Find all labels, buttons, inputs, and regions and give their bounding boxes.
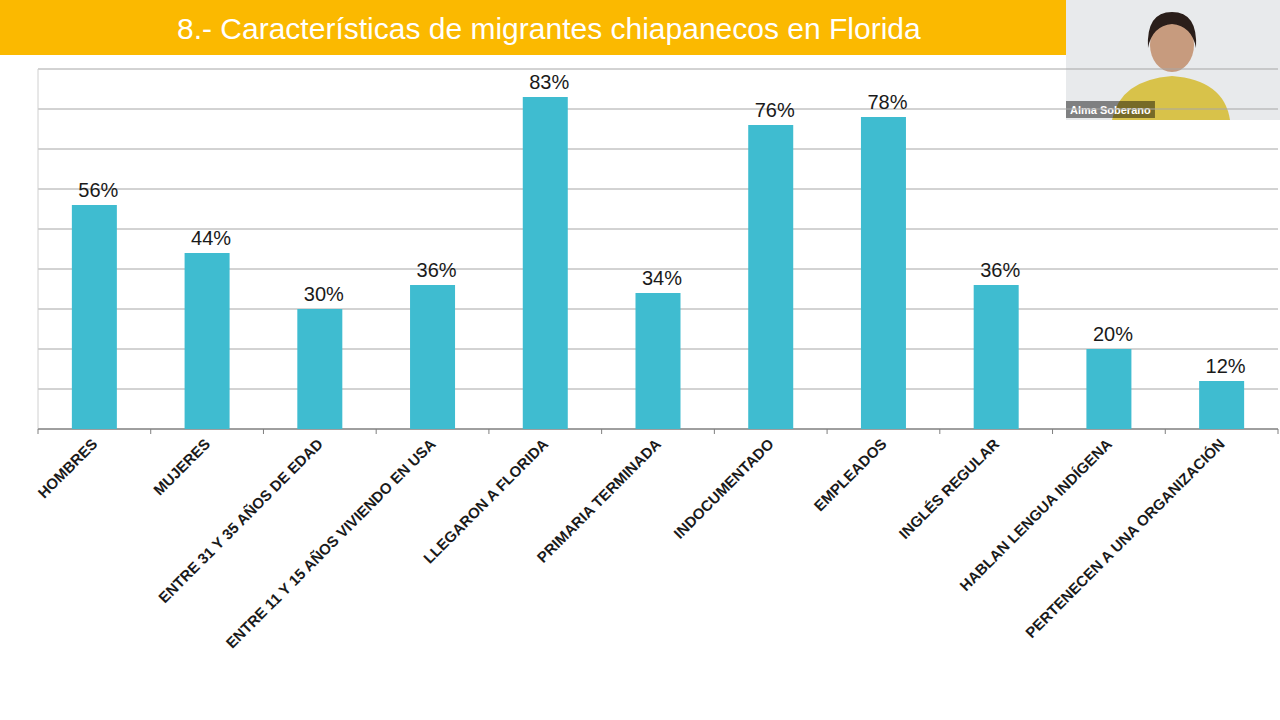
x-tick-label: HOMBRES <box>34 435 100 501</box>
x-tick-labels: HOMBRESMUJERESENTRE 31 Y 35 AÑOS DE EDAD… <box>34 435 1228 652</box>
bar <box>297 309 342 429</box>
x-tick-label: INDOCUMENTADO <box>670 435 777 542</box>
data-label: 44% <box>191 227 231 249</box>
x-tick-mark <box>1278 429 1279 434</box>
bar <box>523 97 568 429</box>
data-label: 36% <box>417 259 457 281</box>
x-tick-label: INGLÉS REGULAR <box>895 435 1002 542</box>
bars <box>72 97 1244 429</box>
title: 8.- Características de migrantes chiapan… <box>177 12 921 45</box>
y-axis-line <box>38 69 39 429</box>
x-tick-label: MUJERES <box>150 435 213 498</box>
x-tick-mark <box>939 429 940 434</box>
x-tick-mark <box>150 429 151 434</box>
grid-line <box>38 189 1278 190</box>
data-label: 34% <box>642 267 682 289</box>
webcam: Alma Soberano <box>1066 0 1280 120</box>
bar <box>861 117 906 429</box>
grid-line <box>38 109 1278 110</box>
grid-line <box>38 149 1278 150</box>
x-tick-mark <box>601 429 602 434</box>
data-labels: 56% 44% 30% 36% 83% 34% 76% 78% 36% 20% 12% <box>78 71 1246 377</box>
data-label: 36% <box>980 259 1020 281</box>
slide: 8.- Características de migrantes chiapan… <box>0 0 1280 720</box>
grid-line <box>38 69 1278 70</box>
data-label: 20% <box>1093 323 1133 345</box>
bar <box>636 293 681 429</box>
x-tick-mark <box>38 429 39 434</box>
x-tick-label: LLEGARON A FLORIDA <box>420 435 552 567</box>
x-tick-label: PERTENECEN A UNA ORGANIZACIÓN <box>1022 435 1228 641</box>
webcam-person-hair <box>1148 12 1196 48</box>
x-tick-label: ENTRE 11 Y 15 AÑOS VIVIENDO EN USA <box>222 435 438 651</box>
data-label: 56% <box>78 179 118 201</box>
webcam-label: Alma Soberano <box>1070 104 1151 116</box>
bar <box>748 125 793 429</box>
x-tick-mark <box>827 429 828 434</box>
bar <box>185 253 230 429</box>
data-label: 30% <box>304 283 344 305</box>
x-tick-mark <box>1052 429 1053 434</box>
x-tick-label: EMPLEADOS <box>810 435 889 514</box>
bar <box>1199 381 1244 429</box>
bar <box>410 285 455 429</box>
data-label: 83% <box>529 71 569 93</box>
bar <box>1086 349 1131 429</box>
grid <box>38 69 1278 429</box>
title-bar <box>0 0 1066 55</box>
data-label: 12% <box>1206 355 1246 377</box>
data-label: 76% <box>755 99 795 121</box>
x-tick-label: PRIMARIA TERMINADA <box>533 435 664 566</box>
x-tick-mark <box>488 429 489 434</box>
x-tick-mark <box>376 429 377 434</box>
background <box>0 0 1280 720</box>
x-tick-mark <box>1165 429 1166 434</box>
webcam-wall <box>1066 0 1280 120</box>
webcam-frame <box>1066 0 1280 120</box>
x-tick-mark <box>714 429 715 434</box>
bar <box>974 285 1019 429</box>
x-tick-mark <box>263 429 264 434</box>
bar <box>72 205 117 429</box>
data-label: 78% <box>867 91 907 113</box>
